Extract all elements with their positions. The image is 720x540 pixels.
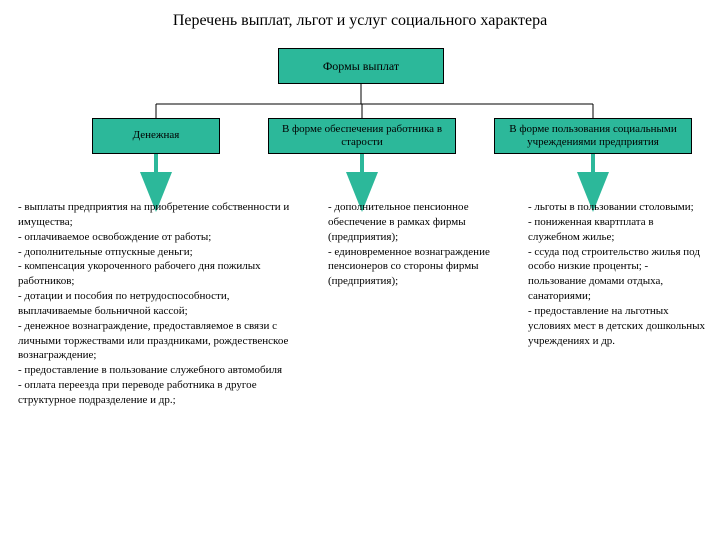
- sub-box-2: В форме пользования социальными учрежден…: [494, 118, 692, 154]
- sub-box-0: Денежная: [92, 118, 220, 154]
- top-box: Формы выплат: [278, 48, 444, 84]
- text-column-1: - дополнительное пенсионное обеспечение …: [328, 200, 496, 289]
- text-column-0: - выплаты предприятия на приобретение со…: [18, 200, 298, 408]
- text-column-2: - льготы в пользовании столовыми; - пони…: [528, 200, 706, 348]
- sub-box-1: В форме обеспечения работника в старости: [268, 118, 456, 154]
- page-title: Перечень выплат, льгот и услуг социально…: [0, 0, 720, 30]
